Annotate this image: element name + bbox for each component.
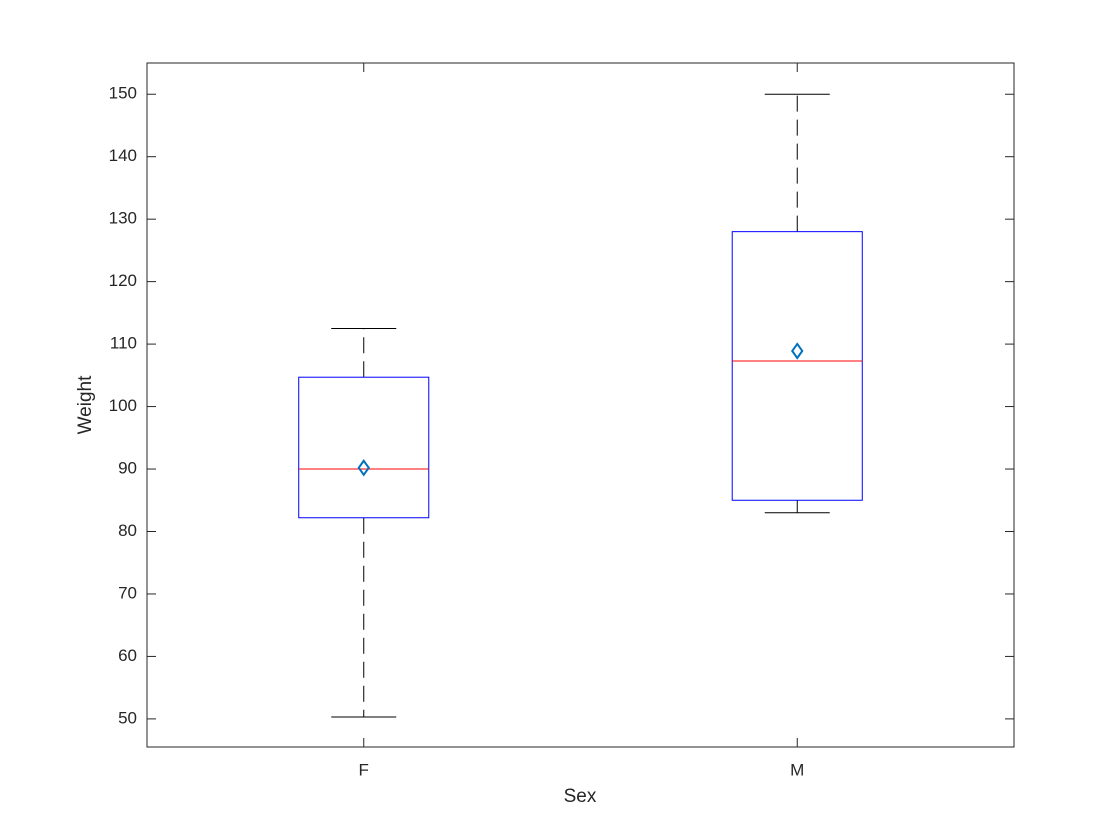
y-tick-label: 140: [109, 146, 137, 165]
y-tick-label: 50: [118, 708, 137, 727]
x-axis-label: Sex: [564, 786, 597, 807]
y-tick-label: 100: [109, 396, 137, 415]
y-tick-label: 150: [109, 84, 137, 103]
y-tick-label: 60: [118, 646, 137, 665]
y-axis-label: Weight: [75, 375, 96, 435]
y-tick-label: 130: [109, 209, 137, 228]
mean-marker: [357, 459, 370, 477]
x-tick-label: M: [790, 760, 804, 779]
x-tick-label: F: [359, 760, 369, 779]
y-tick-label: 110: [110, 334, 137, 353]
axes-box: [146, 62, 1015, 748]
box: [731, 231, 863, 501]
y-tick-label: 90: [118, 459, 137, 478]
y-tick-label: 80: [118, 521, 137, 540]
y-tick-label: 120: [109, 271, 137, 290]
mean-marker: [791, 342, 804, 360]
box: [298, 376, 430, 519]
y-tick-label: 70: [118, 583, 137, 602]
